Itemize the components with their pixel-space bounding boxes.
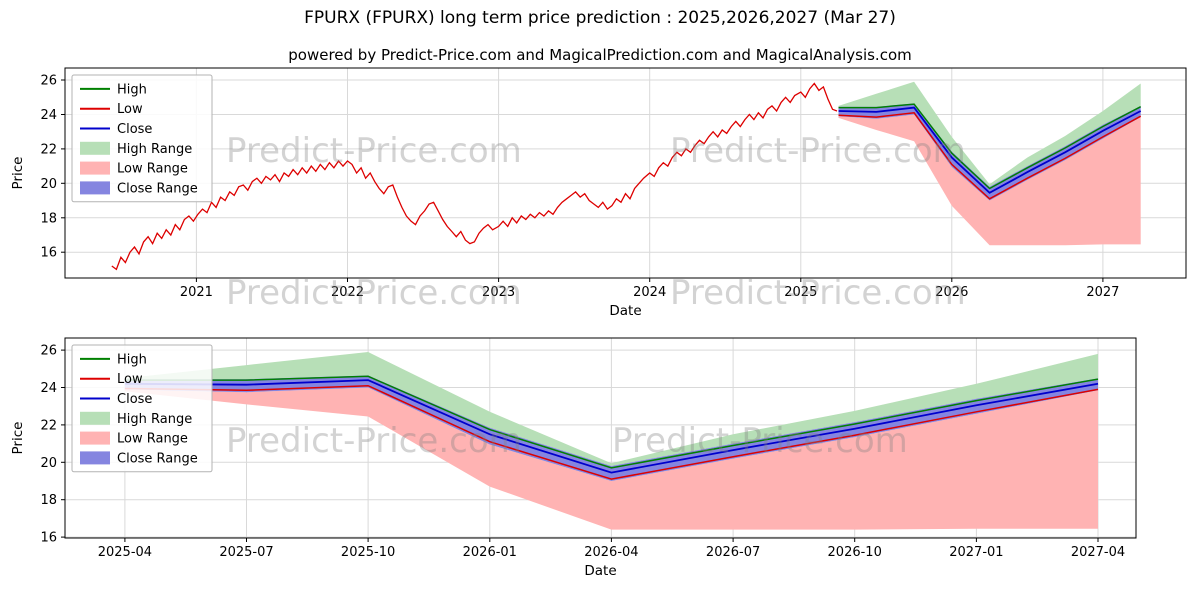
x-tick-label: 2027-01: [949, 545, 1003, 560]
high-range-band: [124, 352, 1098, 466]
x-tick-label: 2027: [1086, 285, 1119, 300]
close-range-band: [838, 103, 1141, 201]
legend-label: High: [117, 352, 147, 367]
legend-label: High: [117, 82, 147, 97]
legend-swatch-low_range: [80, 431, 110, 445]
x-tick-label: 2024: [633, 285, 666, 300]
x-tick-label: 2023: [482, 285, 515, 300]
x-tick-label: 2021: [180, 285, 213, 300]
legend-label: Close Range: [117, 451, 198, 466]
y-tick-label: 22: [40, 142, 57, 157]
x-tick-label: 2026-07: [706, 545, 760, 560]
low-line: [838, 112, 1142, 200]
legend-swatch-close_range: [80, 451, 110, 465]
plot-frame: [64, 67, 1187, 279]
x-tick-label: 2025-10: [341, 545, 395, 560]
legend-swatch-low_range: [80, 161, 110, 175]
x-tick-label: 2025: [784, 285, 817, 300]
y-tick-label: 26: [40, 74, 57, 89]
chart-legend: High Low Close High Range Low Range Close Ran…: [71, 344, 213, 473]
y-tick-label: 16: [40, 531, 57, 546]
high-line: [124, 375, 1099, 469]
y-tick-label: 16: [40, 246, 57, 261]
chart-legend: High Low Close High Range Low Range Close Ran…: [71, 74, 213, 203]
x-tick-label: 2026-01: [463, 545, 517, 560]
x-tick-label: 2025-07: [219, 545, 273, 560]
legend-label: Close Range: [117, 181, 198, 196]
plot-frame: [64, 337, 1137, 539]
prediction-detail-chart: 16 18 20 22 24 26 2025-04 2025-07 2025-10 2026-01…: [10, 337, 1137, 579]
high-range-band: [838, 81, 1141, 187]
close-line: [838, 106, 1142, 194]
low-line: [124, 384, 1099, 480]
y-tick-label: 22: [40, 418, 57, 433]
x-tick-label: 2027-04: [1071, 545, 1125, 560]
close-line: [124, 379, 1099, 474]
x-axis-label: Date: [584, 563, 616, 579]
close-range-band: [124, 375, 1098, 481]
legend-swatch-high_range: [80, 411, 110, 425]
x-tick-label: 2026-04: [584, 545, 638, 560]
page-subtitle: powered by Predict-Price.com and Magical…: [288, 46, 912, 64]
x-tick-label: 2022: [331, 285, 364, 300]
y-axis-label: Price: [10, 157, 26, 190]
legend-label: High Range: [117, 412, 192, 427]
x-tick-label: 2025-04: [98, 545, 152, 560]
y-tick-label: 24: [40, 381, 57, 396]
high-line: [838, 103, 1142, 190]
legend-swatch-high_range: [80, 141, 110, 155]
legend-label: Low: [117, 102, 143, 117]
x-tick-label: 2026: [935, 285, 968, 300]
y-tick-label: 18: [40, 493, 57, 508]
historical-price-line: [111, 82, 838, 271]
y-tick-label: 18: [40, 211, 57, 226]
low-range-band: [124, 387, 1098, 530]
legend-label: Close: [117, 122, 152, 137]
legend-label: High Range: [117, 142, 192, 157]
legend-label: Low: [117, 372, 143, 387]
y-tick-label: 20: [40, 177, 57, 192]
legend-label: Close: [117, 392, 152, 407]
x-tick-label: 2026-10: [828, 545, 882, 560]
legend-swatch-close_range: [80, 181, 110, 195]
y-axis-label: Price: [10, 422, 26, 455]
legend-label: Low Range: [117, 432, 188, 447]
legend-label: Low Range: [117, 162, 188, 177]
x-axis-label: Date: [609, 303, 641, 319]
y-tick-label: 20: [40, 456, 57, 471]
y-tick-label: 24: [40, 108, 57, 123]
page-title: FPURX (FPURX) long term price prediction…: [304, 8, 896, 28]
low-range-band: [838, 114, 1141, 246]
y-tick-label: 26: [40, 344, 57, 359]
